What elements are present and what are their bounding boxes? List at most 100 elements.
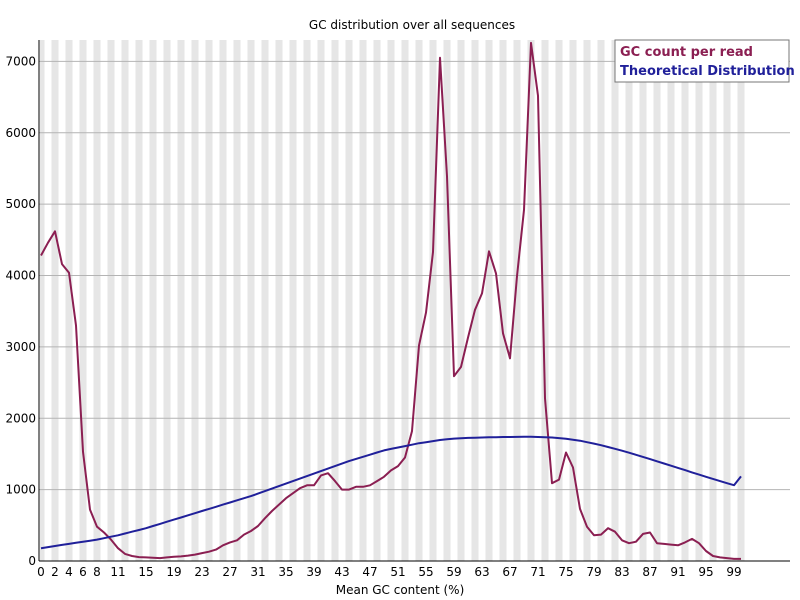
chart-title: GC distribution over all sequences	[309, 18, 515, 32]
background-stripe	[569, 40, 577, 561]
background-stripe	[681, 40, 689, 561]
background-stripe	[513, 40, 521, 561]
x-tick-labels: 0 2 4 6 8 11 15 19 23 27 31 35 39 43 47 51 55 59 63 67 71 75 7…	[37, 565, 741, 579]
background-stripe	[65, 40, 73, 561]
background-stripe	[373, 40, 381, 561]
series-line-gc-count	[40, 41, 741, 560]
x-tick-label: 6	[79, 565, 87, 579]
background-stripe	[485, 40, 493, 561]
x-tick-label: 19	[166, 565, 181, 579]
background-stripe	[247, 40, 255, 561]
x-tick-label: 55	[418, 565, 433, 579]
background-stripe	[40, 40, 45, 561]
background-stripe	[667, 40, 675, 561]
x-tick-label: 35	[278, 565, 293, 579]
background-stripe	[653, 40, 661, 561]
plot-background	[40, 40, 745, 561]
background-stripe	[541, 40, 549, 561]
y-tick-labels: 0 1000 2000 3000 4000 5000 6000 7000	[5, 54, 36, 568]
background-stripe	[625, 40, 633, 561]
background-stripe	[163, 40, 171, 561]
background-stripe	[79, 40, 87, 561]
y-tick-label: 5000	[5, 197, 36, 211]
background-stripe	[149, 40, 157, 561]
background-stripe	[121, 40, 129, 561]
background-stripe	[135, 40, 143, 561]
x-tick-label: 31	[250, 565, 265, 579]
x-tick-label: 4	[65, 565, 73, 579]
background-stripe	[457, 40, 465, 561]
background-stripe	[359, 40, 367, 561]
background-stripe	[51, 40, 59, 561]
y-tick-label: 2000	[5, 411, 36, 425]
background-stripe	[331, 40, 339, 561]
x-tick-label: 83	[614, 565, 629, 579]
y-tick-label: 4000	[5, 269, 36, 283]
series-lines	[40, 41, 742, 560]
background-stripe	[597, 40, 605, 561]
background-stripe	[261, 40, 269, 561]
legend-item-theoretical: Theoretical Distribution	[620, 64, 795, 79]
background-stripe	[723, 40, 731, 561]
background-stripe	[401, 40, 409, 561]
background-stripe	[471, 40, 479, 561]
background-stripe	[583, 40, 591, 561]
background-stripe	[527, 40, 535, 561]
x-tick-label: 91	[670, 565, 685, 579]
x-tick-label: 0	[37, 565, 45, 579]
x-tick-label: 11	[110, 565, 125, 579]
x-tick-label: 27	[222, 565, 237, 579]
background-stripe	[443, 40, 451, 561]
x-tick-label: 39	[306, 565, 321, 579]
background-stripe	[191, 40, 199, 561]
background-stripe	[555, 40, 563, 561]
x-tick-label: 59	[446, 565, 461, 579]
background-stripe	[233, 40, 241, 561]
background-stripe	[429, 40, 437, 561]
background-stripe	[205, 40, 213, 561]
series-line-theoretical	[40, 435, 742, 550]
background-stripe	[219, 40, 227, 561]
x-tick-label: 71	[530, 565, 545, 579]
background-stripe	[303, 40, 311, 561]
background-stripe	[611, 40, 619, 561]
background-stripe	[345, 40, 353, 561]
x-tick-label: 79	[586, 565, 601, 579]
x-tick-label: 75	[558, 565, 573, 579]
background-stripe	[499, 40, 507, 561]
background-stripe	[275, 40, 283, 561]
background-stripe	[639, 40, 647, 561]
x-tick-label: 23	[194, 565, 209, 579]
background-stripe	[709, 40, 717, 561]
background-stripe	[317, 40, 325, 561]
x-tick-label: 67	[502, 565, 517, 579]
legend-box	[614, 39, 790, 83]
background-stripe	[177, 40, 185, 561]
x-tick-label: 63	[474, 565, 489, 579]
y-tick-label: 7000	[5, 54, 36, 68]
x-tick-label: 8	[93, 565, 101, 579]
legend: GC count per read Theoretical Distributi…	[614, 39, 795, 83]
y-tick-label: 0	[28, 554, 36, 568]
background-stripe	[93, 40, 101, 561]
x-tick-label: 51	[390, 565, 405, 579]
axes	[38, 40, 790, 562]
legend-item-gc-count: GC count per read	[620, 45, 753, 60]
x-tick-label: 87	[642, 565, 657, 579]
y-tick-label: 6000	[5, 126, 36, 140]
background-stripe	[107, 40, 115, 561]
background-stripe	[387, 40, 395, 561]
y-tick-label: 1000	[5, 483, 36, 497]
background-stripe	[289, 40, 297, 561]
x-tick-label: 47	[362, 565, 377, 579]
x-tick-label: 99	[726, 565, 741, 579]
background-stripe	[415, 40, 423, 561]
y-tick-label: 3000	[5, 340, 36, 354]
x-axis-label: Mean GC content (%)	[336, 583, 465, 597]
x-tick-label: 43	[334, 565, 349, 579]
x-tick-label: 95	[698, 565, 713, 579]
background-stripe	[695, 40, 703, 561]
background-stripe	[737, 40, 745, 561]
x-tick-label: 2	[51, 565, 59, 579]
